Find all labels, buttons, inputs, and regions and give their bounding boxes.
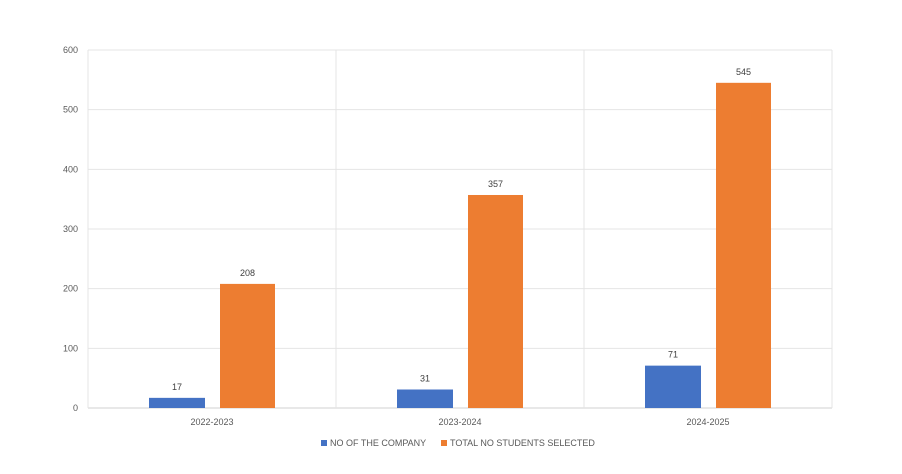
y-tick-label: 500 [63,105,78,115]
x-tick-label: 2023-2024 [438,417,481,427]
y-tick-label: 600 [63,45,78,55]
legend-item-students: TOTAL NO STUDENTS SELECTED [441,438,595,448]
data-label: 357 [488,179,503,189]
data-label: 71 [668,350,678,360]
data-label: 208 [240,268,255,278]
legend-label: TOTAL NO STUDENTS SELECTED [450,438,595,448]
y-tick-label: 300 [63,224,78,234]
legend-swatch [321,440,327,446]
bar [716,82,771,409]
bar [397,389,453,408]
bar [220,283,275,408]
legend-item-companies: NO OF THE COMPANY [321,438,426,448]
bar [468,194,523,408]
x-tick-label: 2024-2025 [686,417,729,427]
bar [645,365,701,408]
legend-swatch [441,440,447,446]
x-tick-label: 2022-2023 [190,417,233,427]
data-label: 31 [420,374,430,384]
y-tick-label: 100 [63,343,78,353]
data-label: 17 [172,382,182,392]
bar [149,397,205,408]
y-tick-label: 400 [63,164,78,174]
y-tick-label: 200 [63,284,78,294]
y-tick-label: 0 [73,403,78,413]
legend-label: NO OF THE COMPANY [330,438,427,448]
data-label: 545 [736,67,751,77]
